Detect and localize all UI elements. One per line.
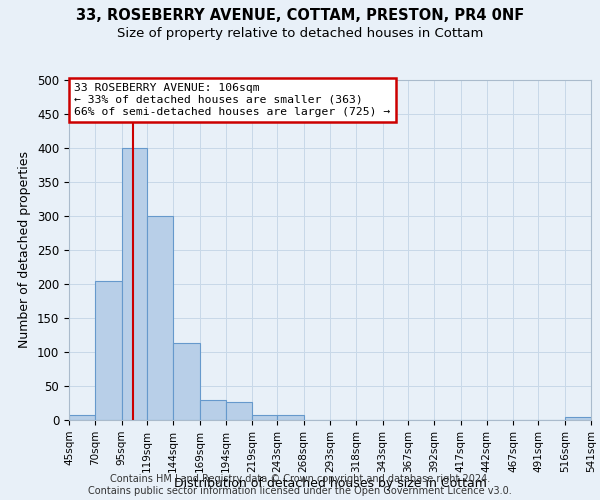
Bar: [173, 343, 199, 420]
Bar: [252, 415, 277, 420]
Bar: [95, 280, 122, 420]
Bar: [226, 402, 252, 420]
Text: 33 ROSEBERRY AVENUE: 106sqm
← 33% of detached houses are smaller (363)
66% of se: 33 ROSEBERRY AVENUE: 106sqm ← 33% of det…: [74, 84, 391, 116]
Bar: [565, 416, 591, 420]
Text: 33, ROSEBERRY AVENUE, COTTAM, PRESTON, PR4 0NF: 33, ROSEBERRY AVENUE, COTTAM, PRESTON, P…: [76, 8, 524, 22]
Text: Contains HM Land Registry data © Crown copyright and database right 2024.: Contains HM Land Registry data © Crown c…: [110, 474, 490, 484]
Bar: [199, 400, 226, 420]
Bar: [277, 415, 304, 420]
X-axis label: Distribution of detached houses by size in Cottam: Distribution of detached houses by size …: [173, 478, 487, 490]
Text: Contains public sector information licensed under the Open Government Licence v3: Contains public sector information licen…: [88, 486, 512, 496]
Bar: [147, 216, 173, 420]
Text: Size of property relative to detached houses in Cottam: Size of property relative to detached ho…: [117, 28, 483, 40]
Y-axis label: Number of detached properties: Number of detached properties: [19, 152, 31, 348]
Bar: [122, 148, 147, 420]
Bar: [69, 414, 95, 420]
